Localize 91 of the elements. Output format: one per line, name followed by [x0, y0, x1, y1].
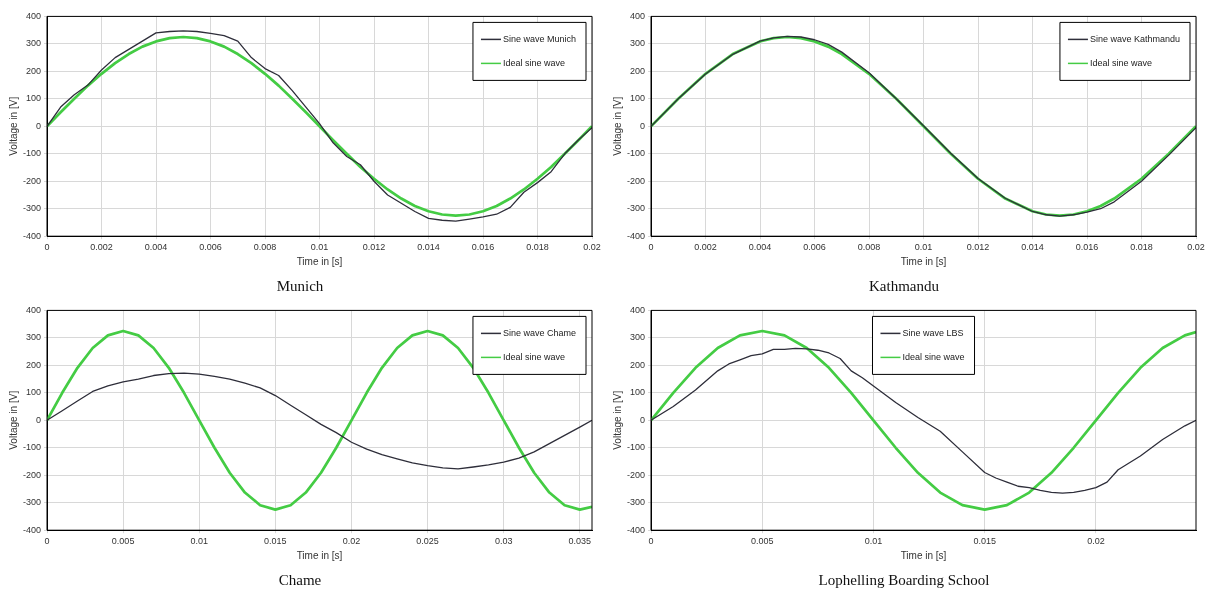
x-tick-label: 0.016 [1075, 242, 1099, 253]
legend-label: Ideal sine wave [1089, 57, 1152, 68]
x-axis-title: Time in [s] [900, 255, 947, 267]
legend-label: Sine wave LBS [902, 327, 964, 338]
x-tick-label: 0 [44, 536, 50, 547]
x-tick-label: 0.035 [568, 536, 592, 547]
y-tick-label: -400 [627, 524, 646, 535]
x-tick-label: 0.008 [857, 242, 881, 253]
x-axis-title: Time in [s] [296, 549, 343, 561]
legend-label: Ideal sine wave [502, 57, 566, 68]
x-tick-label: 0.016 [471, 242, 495, 253]
x-tick-label: 0.02 [342, 536, 361, 547]
y-tick-label: 200 [629, 65, 646, 76]
y-tick-label: -400 [23, 230, 42, 241]
y-tick-label: -200 [627, 469, 646, 480]
y-tick-label: -100 [627, 442, 646, 453]
y-tick-label: 300 [629, 332, 646, 343]
x-tick-label: 0.004 [748, 242, 772, 253]
x-tick-label: 0.02 [1087, 536, 1105, 547]
x-tick-label: 0.01 [914, 242, 933, 253]
x-tick-label: 0.01 [310, 242, 329, 253]
y-tick-label: -400 [627, 230, 646, 241]
y-tick-label: 200 [25, 65, 42, 76]
x-tick-label: 0.008 [253, 242, 277, 253]
y-tick-label: 100 [629, 93, 646, 104]
y-tick-label: -200 [23, 469, 42, 480]
x-tick-label: 0.006 [803, 242, 826, 253]
x-tick-label: 0 [44, 242, 50, 253]
x-tick-label: 0 [648, 536, 654, 547]
y-tick-label: 0 [640, 120, 646, 131]
text: Lophelling Boarding School [818, 571, 990, 588]
y-tick-label: 0 [36, 414, 42, 425]
x-tick-label: 0.01 [190, 536, 209, 547]
y-tick-label: -300 [23, 497, 42, 508]
x-tick-label: 0.018 [526, 242, 549, 253]
text: Chame [278, 571, 322, 588]
y-axis-title: Voltage in [V] [7, 96, 19, 156]
y-tick-label: 400 [629, 304, 646, 315]
y-tick-label: 300 [629, 38, 646, 49]
y-tick-label: -300 [627, 203, 646, 214]
y-axis-title: Voltage in [V] [7, 390, 19, 450]
x-tick-label: 0.02 [1187, 242, 1205, 253]
text: Kathmandu [869, 277, 940, 294]
legend-label: Sine wave Chame [502, 327, 577, 338]
y-tick-label: 400 [25, 304, 42, 315]
x-tick-label: 0.005 [111, 536, 135, 547]
x-axis-title: Time in [s] [296, 255, 343, 267]
x-tick-label: 0.025 [416, 536, 439, 547]
y-tick-label: -200 [23, 175, 42, 186]
text: Munich [276, 277, 324, 294]
y-tick-label: -300 [23, 203, 42, 214]
y-tick-label: 100 [629, 387, 646, 398]
y-tick-label: 400 [629, 10, 646, 21]
y-tick-label: 0 [36, 120, 42, 131]
y-tick-label: -300 [627, 497, 646, 508]
legend-label: Sine wave Munich [502, 33, 577, 44]
y-tick-label: -100 [23, 148, 42, 159]
y-tick-label: -100 [627, 148, 646, 159]
y-tick-label: 300 [25, 38, 42, 49]
x-tick-label: 0.014 [1021, 242, 1044, 253]
x-tick-label: 0.006 [199, 242, 222, 253]
x-tick-label: 0.03 [494, 536, 513, 547]
x-tick-label: 0.004 [144, 242, 168, 253]
x-tick-label: 0.012 [966, 242, 990, 253]
x-tick-label: 0.018 [1130, 242, 1153, 253]
y-axis-title: Voltage in [V] [611, 390, 623, 450]
y-tick-label: -400 [23, 524, 42, 535]
legend-label: Ideal sine wave [902, 351, 965, 362]
y-tick-label: 300 [25, 332, 42, 343]
legend-label: Sine wave Kathmandu [1089, 33, 1181, 44]
y-tick-label: 400 [25, 10, 42, 21]
x-axis-title: Time in [s] [900, 549, 947, 561]
y-tick-label: -100 [23, 442, 42, 453]
x-tick-label: 0.005 [750, 536, 774, 547]
x-tick-label: 0.012 [362, 242, 386, 253]
x-tick-label: 0.01 [864, 536, 883, 547]
y-tick-label: 0 [640, 414, 646, 425]
x-tick-label: 0.015 [973, 536, 996, 547]
y-tick-label: 200 [629, 359, 646, 370]
x-tick-label: 0.002 [90, 242, 113, 253]
y-tick-label: 200 [25, 359, 42, 370]
x-tick-label: 0.02 [583, 242, 601, 253]
x-tick-label: 0.015 [264, 536, 287, 547]
x-tick-label: 0.002 [694, 242, 717, 253]
x-tick-label: 0 [648, 242, 654, 253]
y-axis-title: Voltage in [V] [611, 96, 623, 156]
legend-label: Ideal sine wave [502, 351, 566, 362]
y-tick-label: -200 [627, 175, 646, 186]
x-tick-label: 0.014 [417, 242, 440, 253]
y-tick-label: 100 [25, 93, 42, 104]
y-tick-label: 100 [25, 387, 42, 398]
